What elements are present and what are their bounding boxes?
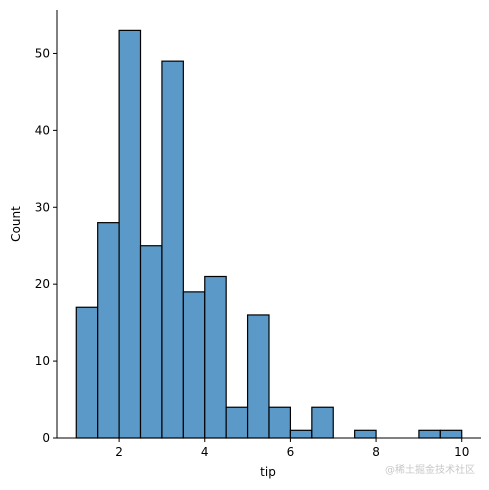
y-tick-label: 10 [35,354,50,368]
ticks: 2 4 6 8 10 0 10 20 30 40 50 [35,46,470,459]
y-tick-label: 0 [42,431,50,445]
axes [56,10,481,439]
y-tick-label: 40 [35,123,50,137]
watermark: @稀土掘金技术社区 [385,465,475,476]
histogram-bar [139,245,163,439]
y-tick-label: 30 [35,200,50,214]
histogram-bar [97,222,120,439]
histogram-bar [161,60,184,439]
y-axis-label: Count [9,206,23,242]
x-tick-label: 6 [287,445,295,459]
y-tick-label: 50 [35,46,50,60]
histogram-bar [289,429,313,439]
histogram-bar [225,406,249,439]
histogram-bar [418,429,441,439]
histogram-bar [354,429,377,439]
histogram-bars [75,29,463,439]
histogram-bar [246,314,270,439]
x-tick-label: 2 [115,445,123,459]
histogram-bar [204,275,227,439]
x-tick-label: 10 [454,445,469,459]
histogram-bar [182,291,206,439]
x-tick-label: 8 [372,445,380,459]
x-axis-label: tip [260,465,276,479]
histogram-bar [118,29,142,439]
histogram-bar [75,306,99,439]
histogram-bar [439,429,463,439]
x-tick-label: 4 [201,445,209,459]
histogram-bar [311,406,334,439]
y-tick-label: 20 [35,277,50,291]
histogram-bar [268,406,292,439]
